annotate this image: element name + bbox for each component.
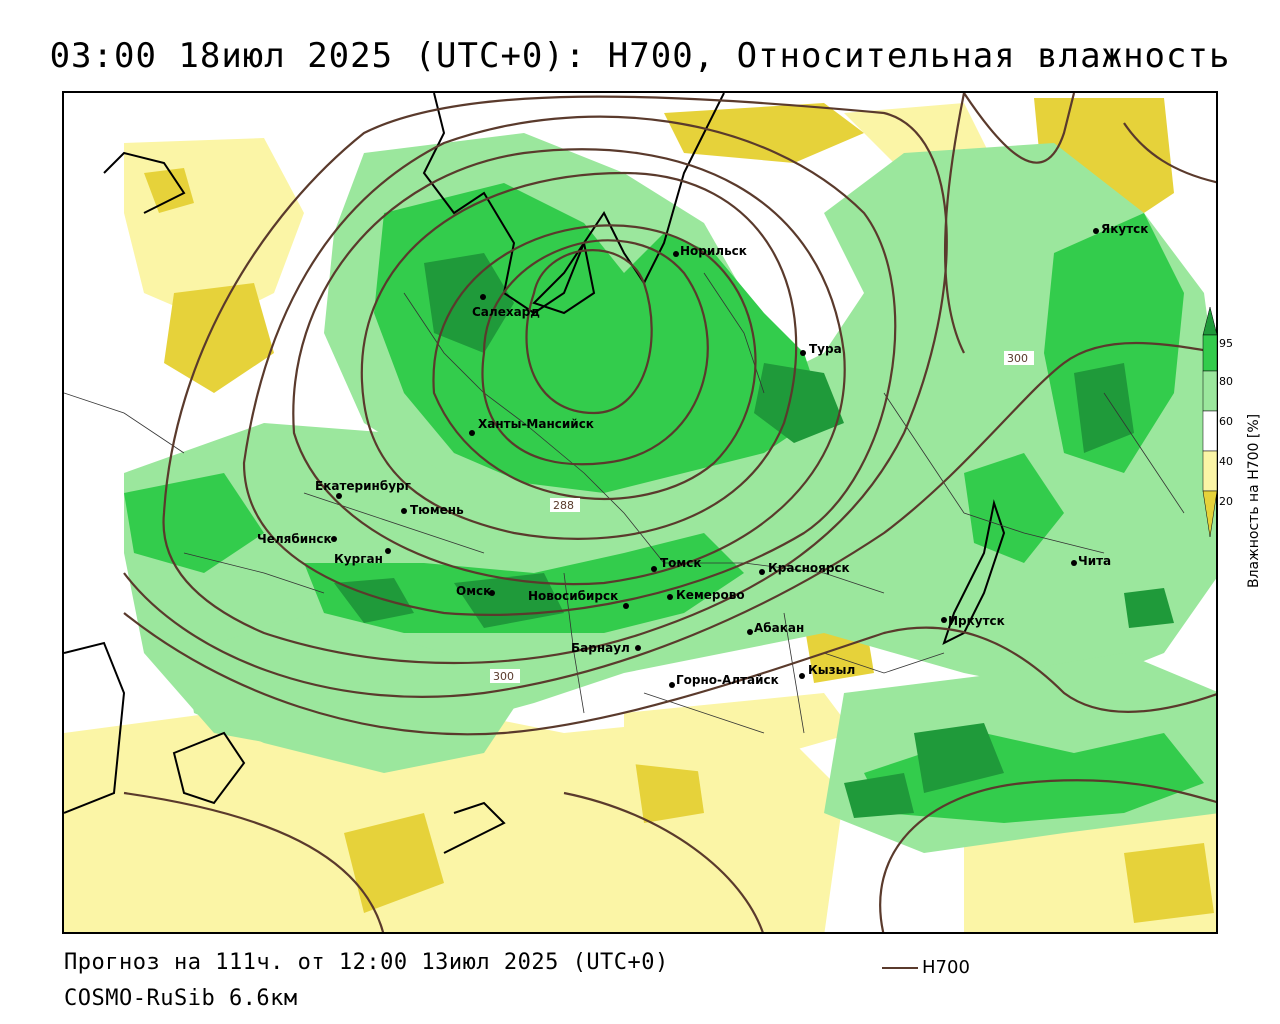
city-label: Абакан (754, 621, 804, 635)
humidity-colorbar: 95 80 60 40 20 (1199, 305, 1279, 545)
colorbar-tick: 60 (1219, 415, 1233, 428)
city-label: Челябинск (257, 532, 332, 546)
colorbar-tick: 95 (1219, 337, 1233, 350)
city-label: Омск (456, 584, 491, 598)
city-label: Екатеринбург (315, 479, 411, 493)
map-frame: 288 300 300 Салехард Норильск Якутск Тур… (62, 91, 1218, 934)
city-label: Салехард (472, 305, 540, 319)
city-label: Горно-Алтайск (676, 673, 779, 687)
map-canvas: 288 300 300 Салехард Норильск Якутск Тур… (64, 93, 1216, 932)
legend-label: H700 (922, 957, 970, 978)
isoline-label-300-south: 300 (493, 670, 514, 683)
region-borders (64, 272, 1185, 734)
city-label: Новосибирск (528, 589, 618, 603)
isoline-label-288: 288 (553, 499, 574, 512)
colorbar-tick: 40 (1219, 455, 1233, 468)
city-label: Чита (1078, 554, 1111, 568)
city-label: Иркутск (948, 614, 1005, 628)
map-title: 03:00 18июл 2025 (UTC+0): H700, Относите… (49, 36, 1231, 76)
city-label: Кемерово (676, 588, 745, 602)
city-label: Красноярск (768, 561, 850, 575)
legend-line-swatch (882, 966, 918, 969)
coastlines (64, 93, 1006, 854)
city-label: Тюмень (410, 503, 464, 517)
colorbar-tick: 80 (1219, 375, 1233, 388)
isoline-label-300-east: 300 (1007, 352, 1028, 365)
isoline-labels: 288 300 300 (490, 351, 1034, 683)
colorbar-title: Влажность на H700 [%] (1246, 413, 1262, 588)
city-label: Курган (334, 552, 383, 566)
city-label: Якутск (1101, 222, 1148, 236)
cities: Салехард Норильск Якутск Тура Ханты-Манс… (257, 222, 1148, 688)
h700-isolines (123, 93, 1216, 932)
very-wet-areas (334, 253, 1174, 818)
forecast-info: Прогноз на 111ч. от 12:00 13июл 2025 (UT… (64, 950, 669, 975)
city-label: Барнаул (571, 641, 630, 655)
city-label: Томск (660, 556, 702, 570)
colorbar-tick: 20 (1219, 495, 1233, 508)
model-name: COSMO-RuSib 6.6км (64, 986, 298, 1011)
city-label: Тура (809, 342, 842, 356)
isoline-legend: H700 (882, 957, 970, 978)
city-label: Норильск (680, 244, 747, 258)
city-label: Ханты-Мансийск (478, 417, 594, 431)
city-label: Кызыл (808, 663, 855, 677)
